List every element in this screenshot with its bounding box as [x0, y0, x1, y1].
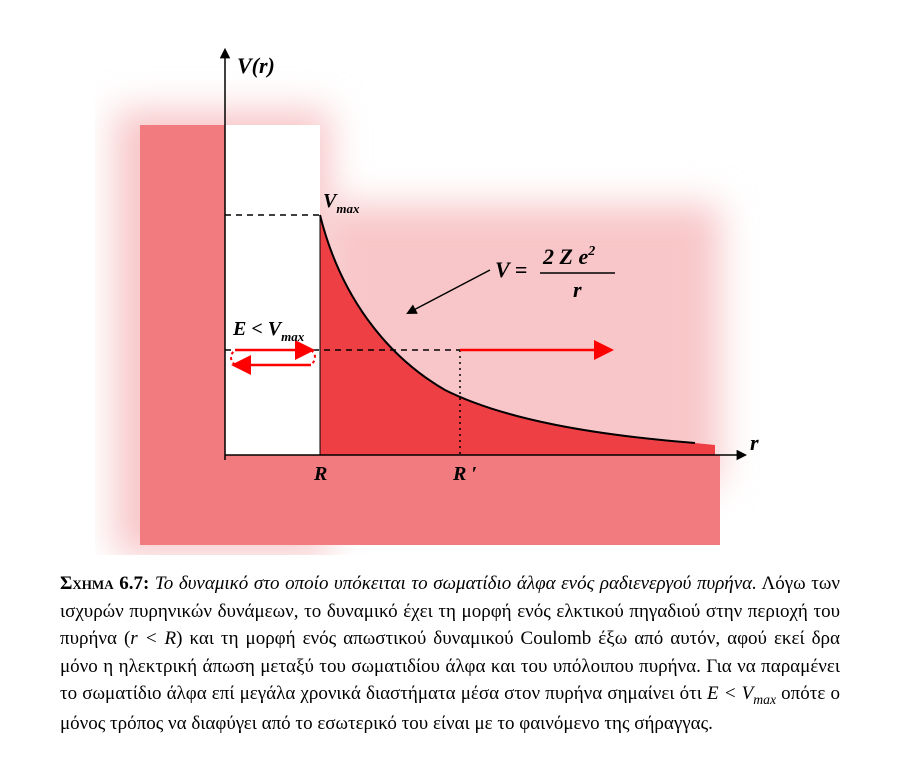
caption-italic: Το δυναμικό στο οποίο υπόκειται το σωματ…: [155, 573, 757, 594]
tick-Rprime: R ′: [452, 463, 477, 485]
svg-text:r: r: [573, 277, 582, 302]
well-bottom: [140, 455, 720, 545]
x-axis-label: r: [750, 430, 759, 455]
figure-caption: Σχημα 6.7: Το δυναμικό στο οποίο υπόκειτ…: [60, 570, 840, 737]
potential-figure: V(r) r Vmax E < Vmax R R ′ V = 2 Z e2 r: [95, 15, 795, 555]
caption-rR: r < R: [130, 628, 176, 649]
well-inner: [225, 125, 320, 455]
caption-heading: Σχημα 6.7:: [60, 573, 149, 594]
y-axis-label: V(r): [237, 53, 275, 78]
caption-EVmax: E < Vmax: [707, 683, 776, 704]
svg-text:2 Z e2: 2 Z e2: [542, 244, 595, 269]
svg-text:V =: V =: [495, 257, 527, 282]
tick-R: R: [313, 463, 327, 485]
